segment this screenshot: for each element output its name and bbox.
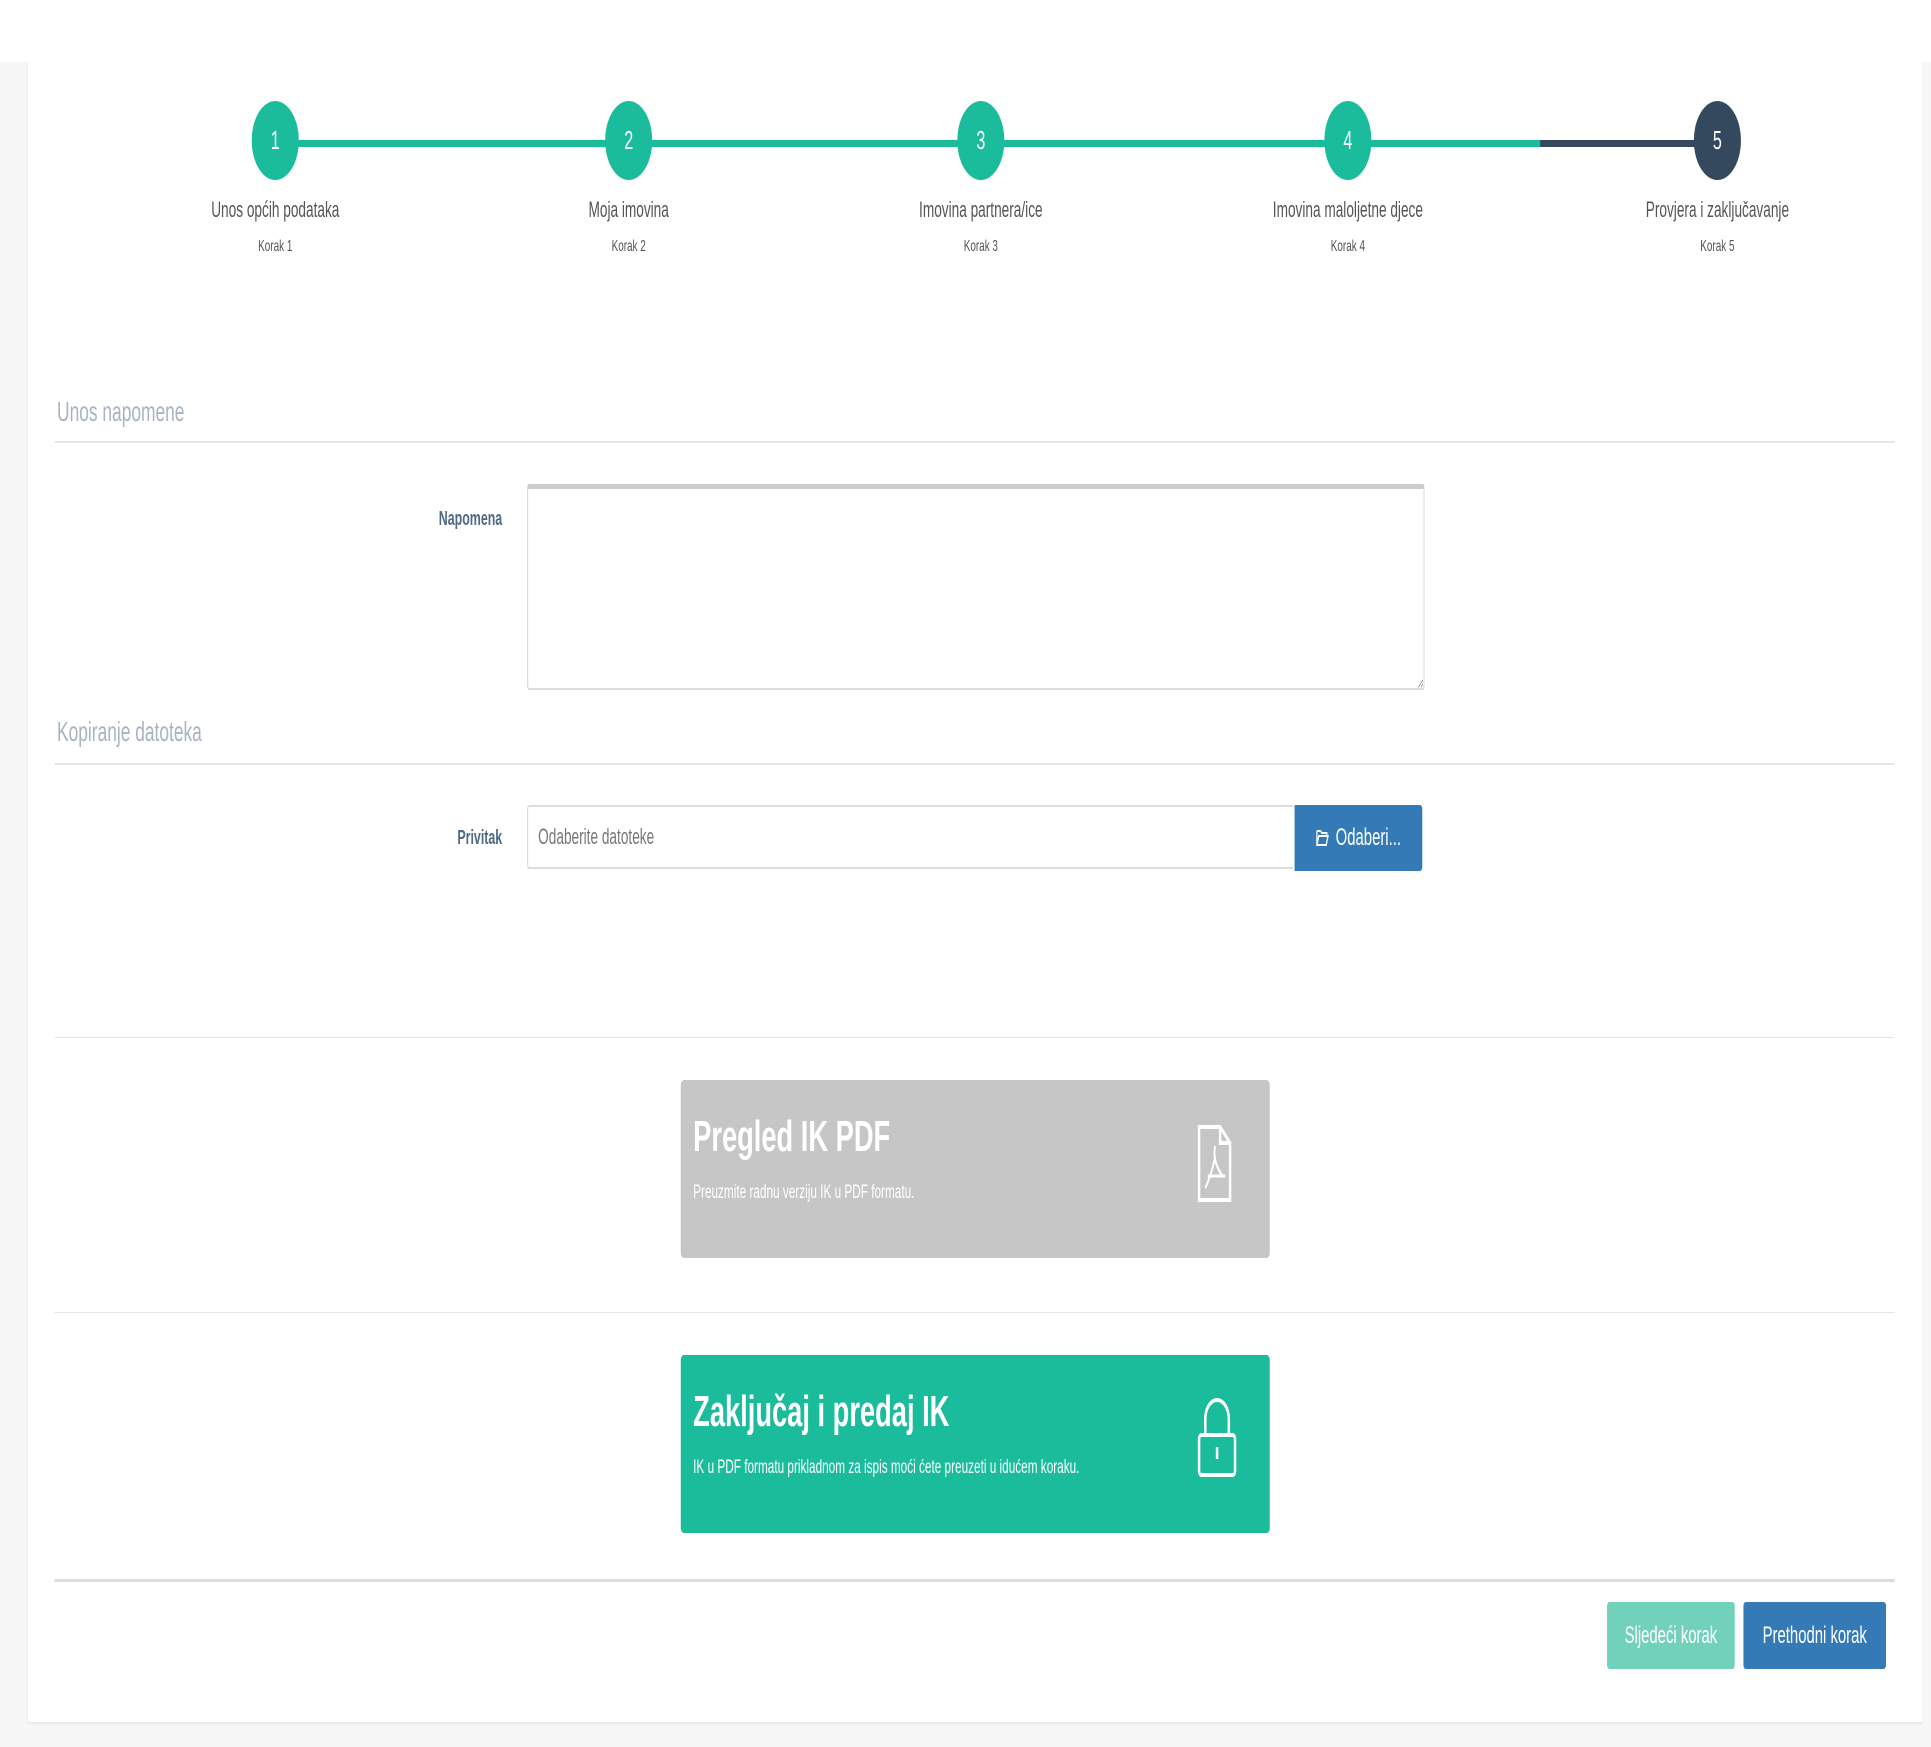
step-3-label: Imovina partnera/ice [919, 197, 1043, 222]
step-5-sublabel: Korak 5 [1700, 238, 1735, 255]
divider [54, 1579, 1895, 1582]
napomena-textarea[interactable] [527, 484, 1425, 690]
step-2-sublabel: Korak 2 [611, 238, 646, 255]
step-4-circle[interactable]: 4 [1324, 101, 1372, 180]
preview-pdf-subtitle: Preuzmite radnu verziju IK u PDF formatu… [693, 1182, 915, 1203]
step-1-label: Unos općih podataka [211, 197, 340, 222]
next-step-button[interactable]: Sljedeći korak [1607, 1602, 1735, 1669]
step-1-sublabel: Korak 1 [258, 238, 293, 255]
divider [54, 763, 1895, 765]
lock-icon [1197, 1398, 1237, 1477]
preview-pdf-card[interactable]: Pregled IK PDF Preuzmite radnu verziju I… [680, 1080, 1270, 1258]
lock-submit-subtitle: IK u PDF formatu prikladnom za ispis moć… [693, 1457, 1080, 1478]
divider [54, 441, 1895, 443]
step-2-circle[interactable]: 2 [605, 101, 653, 180]
notes-section-title: Unos napomene [57, 396, 185, 427]
file-input-placeholder: Odaberite datoteke [538, 824, 655, 849]
privitak-label: Privitak [457, 827, 503, 849]
file-pdf-icon [1197, 1125, 1232, 1202]
step-1-circle[interactable]: 1 [251, 101, 299, 180]
browse-label: Odaberi... [1335, 824, 1402, 851]
divider [54, 1037, 1895, 1038]
step-4-sublabel: Korak 4 [1330, 238, 1365, 255]
page-background [0, 62, 28, 1747]
folder-open-icon [1316, 830, 1330, 846]
file-path-input[interactable]: Odaberite datoteke [527, 805, 1294, 869]
step-3-circle[interactable]: 3 [957, 101, 1005, 180]
preview-pdf-title: Pregled IK PDF [693, 1112, 891, 1161]
previous-step-button[interactable]: Prethodni korak [1743, 1602, 1887, 1669]
napomena-label: Napomena [438, 508, 503, 530]
browse-files-button[interactable]: Odaberi... [1294, 805, 1423, 871]
step-3-sublabel: Korak 3 [963, 238, 998, 255]
files-section-title: Kopiranje datoteka [57, 716, 202, 747]
lock-submit-title: Zaključaj i predaj IK [693, 1387, 950, 1436]
page-background [1922, 62, 1931, 1747]
divider [54, 1312, 1895, 1313]
stepper-remaining-line [1540, 140, 1718, 147]
page-background [0, 1722, 1931, 1747]
step-5-label: Provjera i zaključavanje [1645, 197, 1790, 222]
step-4-label: Imovina maloljetne djece [1272, 197, 1423, 222]
stepper-progress-line [275, 140, 1541, 147]
step-5-circle[interactable]: 5 [1693, 101, 1741, 180]
step-2-label: Moja imovina [588, 197, 669, 222]
lock-submit-card[interactable]: Zaključaj i predaj IK IK u PDF formatu p… [680, 1355, 1270, 1533]
